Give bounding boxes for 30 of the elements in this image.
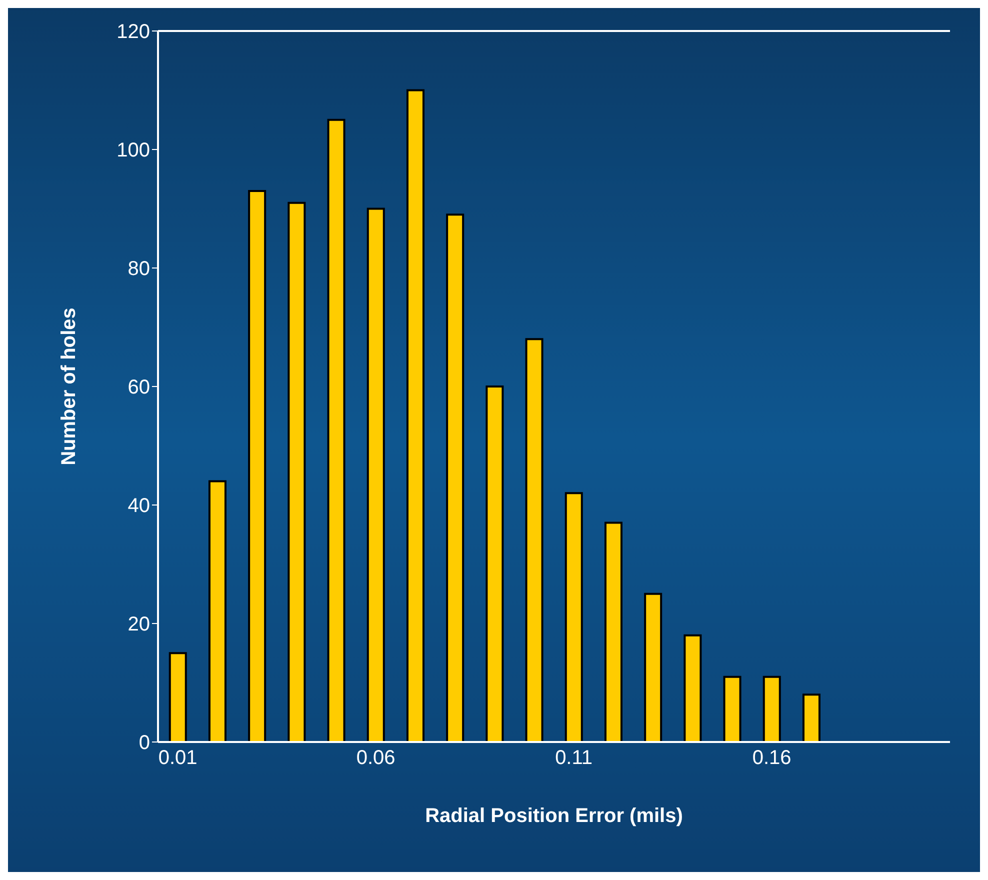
y-tick-label: 80: [128, 258, 150, 280]
x-tick-label: 0.11: [555, 747, 593, 770]
bar: [486, 386, 504, 742]
bar: [248, 190, 266, 742]
bar: [684, 634, 702, 742]
bar: [604, 522, 622, 742]
y-tick-label: 60: [128, 376, 150, 399]
x-tick-label: 0.01: [158, 747, 198, 770]
y-tick-label: 20: [128, 614, 150, 636]
bar: [644, 592, 662, 742]
y-tick-label: 120: [116, 21, 150, 44]
bar: [723, 676, 742, 742]
x-axis-title: Radial Position Error (mils): [425, 805, 683, 827]
x-tick-label: 0.06: [356, 747, 396, 770]
y-tick-label: 100: [116, 140, 150, 162]
y-tick-label: 0: [138, 732, 150, 754]
x-tick-label: 0.16: [752, 747, 792, 770]
bar: [446, 214, 464, 742]
bar: [525, 338, 544, 742]
y-axis-title: Number of holes: [58, 308, 80, 466]
bar: [168, 652, 187, 742]
bar: [762, 676, 781, 742]
bar: [564, 492, 583, 742]
bar: [327, 118, 346, 742]
bar: [208, 480, 226, 742]
y-tick-label: 40: [128, 495, 150, 518]
bar: [802, 694, 820, 742]
bar: [406, 89, 424, 742]
bar: [288, 202, 306, 742]
bar: [366, 208, 385, 742]
